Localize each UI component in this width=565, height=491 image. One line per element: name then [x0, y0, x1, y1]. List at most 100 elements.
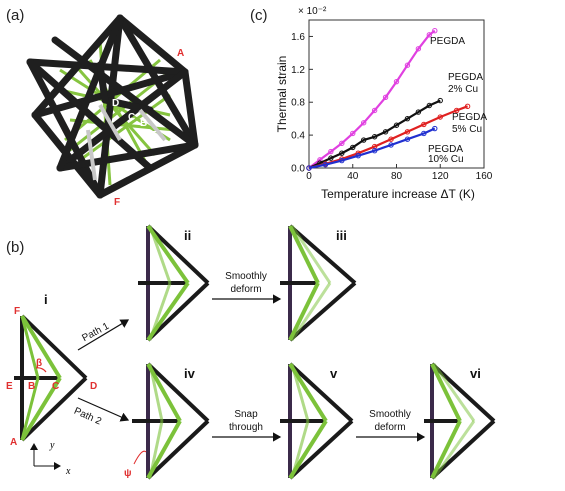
data-point	[371, 107, 378, 114]
data-point	[339, 140, 345, 147]
state-iv-label: iv	[184, 366, 196, 381]
data-point	[404, 129, 411, 135]
data-point	[328, 155, 334, 161]
point-b-label: B	[140, 118, 147, 129]
data-point	[415, 46, 422, 52]
data-point	[360, 120, 367, 126]
data-point	[371, 148, 378, 154]
smoothly-deform-1-line2: deform	[230, 284, 261, 295]
smoothly-deform-1-line1: Smoothly	[225, 271, 267, 282]
path-1-label: Path 1	[80, 321, 111, 344]
panel-label-c: (c)	[250, 7, 268, 24]
beta-label: β	[36, 358, 42, 369]
state-vi-label: vi	[470, 366, 481, 381]
state-vi-diagram	[424, 362, 496, 480]
series-label: PEGDA	[448, 72, 483, 83]
series-label: PEGDA	[428, 144, 463, 155]
data-point	[437, 114, 443, 120]
state-i-label: i	[44, 292, 48, 307]
data-point	[432, 27, 438, 34]
y-tick-label: 0.0	[291, 164, 305, 175]
data-point	[404, 115, 411, 122]
data-point	[426, 102, 433, 109]
state-v-label: v	[330, 366, 338, 381]
panel-label-b: (b)	[6, 239, 24, 256]
series-line	[308, 99, 441, 170]
data-point	[322, 162, 329, 168]
y-tick-label: 1.6	[291, 32, 305, 43]
x-tick-label: 160	[476, 171, 493, 182]
series-line	[308, 127, 436, 170]
path-1-arrow	[77, 319, 130, 351]
point-c-label: C	[128, 112, 135, 123]
data-point	[404, 136, 411, 142]
state-ii-label: ii	[184, 228, 191, 243]
data-point	[388, 136, 394, 142]
series-line	[308, 29, 436, 169]
data-point	[355, 152, 361, 159]
y-tick-label: 1.2	[291, 65, 305, 76]
point-e-label: E	[150, 130, 157, 141]
b-point-b-label: B	[28, 381, 35, 392]
star-lattice-structure	[26, 14, 199, 199]
dark-beams	[26, 14, 199, 199]
data-point	[426, 32, 433, 38]
data-point	[432, 125, 438, 132]
data-point	[382, 129, 389, 135]
data-point	[421, 130, 427, 137]
point-a-label: A	[177, 48, 184, 59]
data-point	[306, 165, 312, 171]
series-label-sub: 5% Cu	[452, 124, 482, 135]
data-point	[350, 130, 356, 137]
data-point	[388, 142, 394, 148]
path-2-label: Path 2	[72, 406, 103, 428]
state-iii-label: iii	[336, 228, 347, 243]
smoothly-deform-2-line1: Smoothly	[369, 409, 411, 420]
data-point	[371, 134, 378, 140]
series-label: PEGDA	[430, 36, 465, 47]
data-point	[415, 109, 422, 115]
data-point	[393, 78, 400, 85]
state-iv-diagram	[132, 362, 210, 480]
point-f-label: F	[114, 197, 120, 208]
b-point-a-label: A	[10, 437, 17, 448]
series-line	[308, 105, 468, 170]
data-point	[382, 94, 389, 100]
panel-label-a: (a)	[6, 7, 24, 24]
snap-through-line1: Snap	[234, 409, 258, 420]
y-axis-title: Thermal strain	[275, 56, 289, 133]
data-point	[339, 150, 345, 156]
psi-label: ψ	[124, 468, 132, 479]
data-point	[360, 137, 367, 143]
data-point	[404, 62, 411, 68]
snap-through-line2: through	[229, 422, 263, 433]
y-multiplier: × 10⁻²	[298, 6, 327, 17]
path-2-arrow	[77, 397, 130, 422]
x-tick-label: 40	[347, 171, 359, 182]
series-label: PEGDA	[452, 112, 487, 123]
smoothly-deform-2-line2: deform	[374, 422, 405, 433]
x-tick-label: 80	[391, 171, 403, 182]
axis-y-label: y	[49, 440, 55, 451]
xy-axes-indicator	[30, 443, 61, 470]
b-point-c-label: C	[52, 381, 59, 392]
data-point	[328, 148, 334, 155]
b-point-d-label: D	[90, 381, 97, 392]
state-iii-diagram	[280, 224, 357, 342]
series-label-sub: 2% Cu	[448, 84, 478, 95]
data-point	[421, 121, 427, 128]
data-point	[350, 144, 356, 151]
y-tick-label: 0.8	[291, 98, 305, 109]
b-point-f-label: F	[14, 306, 20, 317]
point-d-label: D	[112, 98, 119, 109]
b-point-e-label: E	[6, 381, 13, 392]
thermal-strain-chart: 0 40 80 120 160 0.0 0.4 0.8 1.2 1.6 × 10⁻² Therma…	[275, 6, 493, 201]
data-point	[393, 122, 400, 128]
grey-struts	[86, 104, 167, 181]
data-point	[437, 97, 443, 104]
state-v-diagram	[280, 362, 354, 480]
axis-x-label: x	[65, 466, 71, 477]
x-tick-label: 120	[432, 171, 449, 182]
y-tick-label: 0.4	[291, 131, 305, 142]
